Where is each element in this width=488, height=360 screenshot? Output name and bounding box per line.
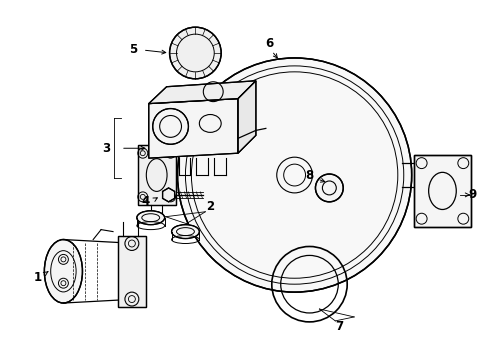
Text: 4: 4 xyxy=(142,195,150,208)
Text: 7: 7 xyxy=(334,320,343,333)
Polygon shape xyxy=(148,81,255,104)
Text: 3: 3 xyxy=(102,142,110,155)
Circle shape xyxy=(169,27,221,79)
Polygon shape xyxy=(162,188,174,202)
Circle shape xyxy=(177,58,411,292)
Ellipse shape xyxy=(44,239,82,303)
Text: 5: 5 xyxy=(128,42,137,55)
Text: 8: 8 xyxy=(305,168,313,181)
Ellipse shape xyxy=(171,225,199,239)
Bar xyxy=(138,145,175,205)
Bar xyxy=(118,235,145,307)
Text: 9: 9 xyxy=(467,188,475,201)
Bar xyxy=(118,235,145,307)
Text: 1: 1 xyxy=(34,271,41,284)
Text: 2: 2 xyxy=(206,200,214,213)
Circle shape xyxy=(315,174,343,202)
Bar xyxy=(138,145,175,205)
Polygon shape xyxy=(148,99,238,158)
Polygon shape xyxy=(238,81,255,153)
Bar xyxy=(413,155,470,227)
Ellipse shape xyxy=(137,211,164,225)
Text: 6: 6 xyxy=(265,37,273,50)
Circle shape xyxy=(152,109,188,144)
Bar xyxy=(413,155,470,227)
